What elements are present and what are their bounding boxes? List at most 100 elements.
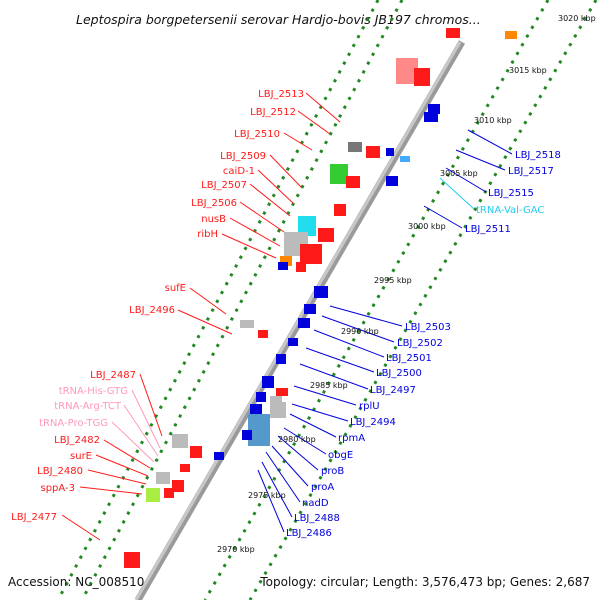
tick-label: 2990 kbp	[341, 327, 379, 336]
tick-dot-ring	[56, 0, 380, 600]
gene-label: LBJ_2512	[250, 107, 296, 118]
gene-label: sppA-3	[41, 483, 76, 494]
leader-line	[291, 403, 349, 422]
gene-feature	[250, 404, 262, 414]
tick-label: 3020 kbp	[558, 14, 596, 23]
gene-feature	[330, 164, 348, 184]
kbp-tick-labels: 3020 kbp 3015 kbp 3010 kbp 3005 kbp 3000…	[217, 14, 596, 554]
leader-line	[131, 389, 161, 449]
gene-feature	[386, 176, 398, 186]
tick-label: 2970 kbp	[217, 545, 255, 554]
gene-label: LBJ_2488	[294, 513, 340, 524]
gene-label: LBJ_2510	[234, 129, 280, 140]
gene-feature	[280, 256, 292, 266]
gene-feature	[214, 452, 224, 460]
left-gene-labels: LBJ_2513 LBJ_2512 LBJ_2510 LBJ_2509 caiD…	[11, 89, 304, 523]
leader-line	[139, 373, 163, 437]
tick-label: 3005 kbp	[440, 169, 478, 178]
tick-label: 3015 kbp	[509, 66, 547, 75]
gene-label: LBJ_2507	[201, 180, 247, 191]
tick-label: 2995 kbp	[374, 276, 412, 285]
gene-label: proA	[311, 482, 334, 493]
leader-line	[321, 315, 395, 343]
leader-line	[239, 201, 285, 233]
gene-feature	[505, 31, 517, 39]
leader-line	[221, 233, 277, 259]
gene-label: LBJ_2513	[258, 89, 304, 100]
gene-label: ribH	[197, 229, 218, 240]
leader-line	[111, 421, 155, 463]
tick-dot-rings	[56, 0, 598, 600]
leader-line	[123, 404, 159, 457]
gene-label: proB	[321, 466, 344, 477]
gene-label: LBJ_2511	[465, 224, 511, 235]
leader-line	[283, 132, 313, 151]
leader-line	[313, 329, 385, 358]
gene-feature	[428, 104, 440, 114]
gene-feature	[278, 262, 288, 270]
gene-feature	[300, 244, 322, 264]
leader-line	[95, 454, 149, 477]
gene-feature	[414, 68, 430, 86]
gene-feature	[446, 28, 460, 38]
gene-label: LBJ_2502	[397, 338, 443, 349]
gene-label: LBJ_2486	[286, 528, 332, 539]
gene-feature	[258, 330, 268, 338]
topology-text: Topology: circular; Length: 3,576,473 bp…	[259, 575, 590, 589]
gene-feature	[164, 488, 174, 498]
tick-label: 2980 kbp	[278, 435, 316, 444]
gene-feature	[190, 446, 202, 458]
gene-feature	[124, 552, 140, 568]
gene-feature	[348, 142, 362, 152]
gene-feature	[304, 304, 316, 314]
tick-label: 2985 kbp	[310, 381, 348, 390]
gene-label: tRNA-Pro-TGG	[39, 418, 108, 429]
gene-feature	[334, 204, 346, 216]
gene-label: LBJ_2487	[90, 370, 136, 381]
gene-feature	[400, 156, 410, 162]
gene-label: LBJ_2482	[54, 435, 100, 446]
leader-line	[249, 183, 291, 217]
tick-dot-ring	[203, 0, 550, 600]
tick-label: 3000 kbp	[408, 222, 446, 231]
leader-line	[277, 435, 319, 471]
leader-line	[61, 514, 101, 541]
gene-label: tRNA-His-GTG	[59, 386, 128, 397]
leader-line	[467, 129, 513, 155]
gene-feature	[296, 262, 306, 272]
gene-label: surE	[70, 451, 92, 462]
leader-line	[265, 451, 301, 503]
leader-line	[439, 177, 475, 210]
leader-line	[261, 461, 293, 518]
gene-feature	[240, 320, 254, 328]
gene-label: nadD	[302, 498, 329, 509]
gene-feature	[262, 376, 274, 388]
leader-line	[229, 217, 281, 247]
leader-line	[423, 205, 463, 229]
gene-features	[124, 28, 517, 568]
gene-feature	[276, 388, 288, 396]
gene-feature	[248, 414, 270, 446]
gene-label: LBJ_2506	[191, 198, 237, 209]
gene-label: LBJ_2480	[37, 466, 83, 477]
leader-line	[329, 305, 403, 327]
leader-line	[445, 167, 487, 193]
gene-label: LBJ_2496	[129, 305, 175, 316]
accession-text: Accession: NC_008510	[8, 575, 144, 589]
leader-line	[299, 363, 369, 390]
leader-line	[289, 413, 337, 438]
gene-label: LBJ_2477	[11, 512, 57, 523]
leader-line	[257, 169, 295, 205]
tick-label: 2975 kbp	[248, 491, 286, 500]
gene-feature	[298, 216, 316, 236]
map-title: Leptospira borgpetersenii serovar Hardjo…	[76, 12, 481, 27]
gene-label: LBJ_2500	[376, 368, 422, 379]
leader-line	[79, 486, 143, 495]
leader-line	[297, 110, 331, 135]
gene-feature	[386, 148, 394, 156]
gene-feature	[424, 112, 438, 122]
leader-line	[283, 427, 327, 455]
gene-label: nusB	[201, 214, 226, 225]
gene-feature	[180, 464, 190, 472]
leader-line	[189, 287, 227, 315]
